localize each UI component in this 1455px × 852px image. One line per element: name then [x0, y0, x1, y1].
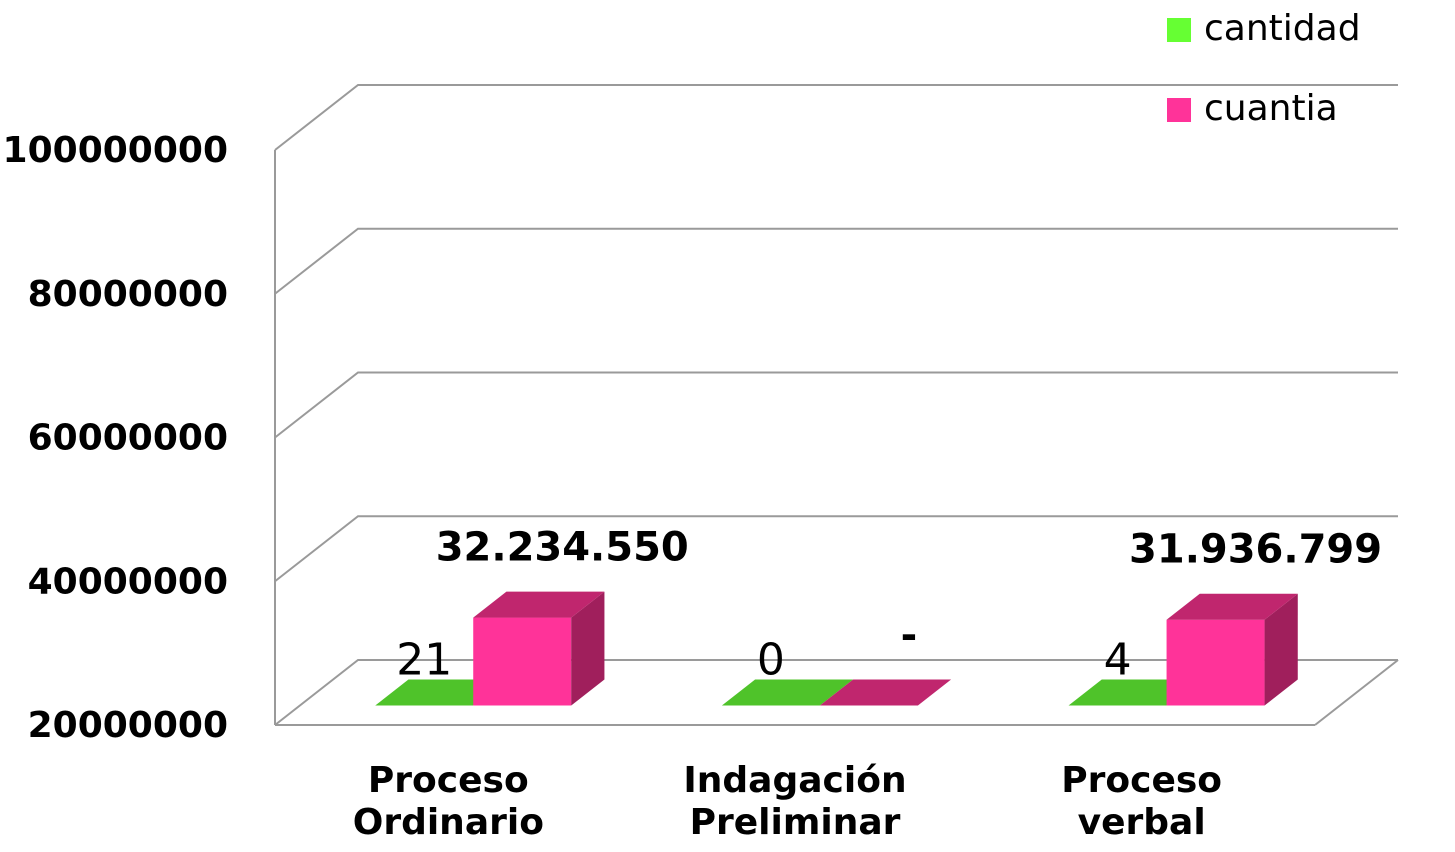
x-tick-label: Indagación Preliminar [683, 760, 907, 843]
bar [473, 591, 605, 706]
grid-line [274, 84, 1398, 151]
legend-swatch [1167, 98, 1191, 122]
x-tick-label: Proceso Ordinario [352, 760, 544, 843]
x-tick-label: Proceso verbal [1061, 760, 1223, 843]
bar-top [721, 679, 854, 706]
legend-swatch [1167, 18, 1191, 42]
bar [819, 679, 952, 706]
bar [721, 679, 854, 706]
y-tick-label: 60000000 [28, 418, 228, 459]
bar-front [473, 617, 572, 706]
bar-top [819, 679, 952, 706]
grid-line [274, 371, 1398, 439]
bar-top [1166, 593, 1298, 620]
data-label: 31.936.799 [1129, 527, 1382, 573]
bar-front [1166, 619, 1265, 706]
axis-line [1314, 659, 1399, 726]
data-label: - [901, 613, 918, 659]
bar [1166, 593, 1298, 706]
y-tick-label: 100000000 [3, 130, 228, 171]
legend-label: cuantia [1204, 88, 1338, 129]
data-label: 32.234.550 [436, 525, 689, 571]
grid-line [274, 659, 1398, 726]
y-tick-label: 80000000 [28, 274, 228, 315]
legend-label: cantidad [1204, 8, 1361, 49]
bar-side [571, 591, 605, 706]
data-label: 21 [396, 635, 452, 686]
y-tick-label: 20000000 [28, 705, 228, 746]
y-tick-label: 40000000 [28, 561, 228, 602]
data-label: 0 [757, 635, 785, 686]
grid-line [274, 227, 1398, 295]
grid-line [274, 515, 1398, 583]
bar-side [1264, 593, 1298, 706]
data-label: 4 [1104, 635, 1132, 686]
bar-top [473, 591, 605, 618]
